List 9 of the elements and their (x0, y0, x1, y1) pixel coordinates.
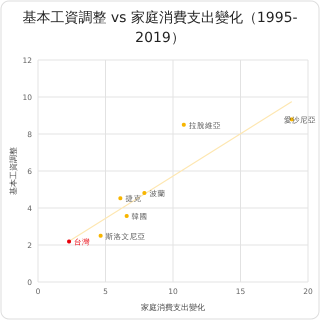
y-axis-title: 基本工資調整 (9, 147, 18, 195)
point (142, 191, 146, 196)
point (118, 196, 122, 200)
title: 基本工資調整 vs 家庭消費支出變化（1995-2019） (22, 10, 298, 46)
point (124, 214, 129, 218)
point (98, 234, 103, 238)
point (67, 239, 72, 244)
point (182, 122, 186, 127)
x-axis-title: 家庭消費支出變化 (141, 303, 205, 312)
